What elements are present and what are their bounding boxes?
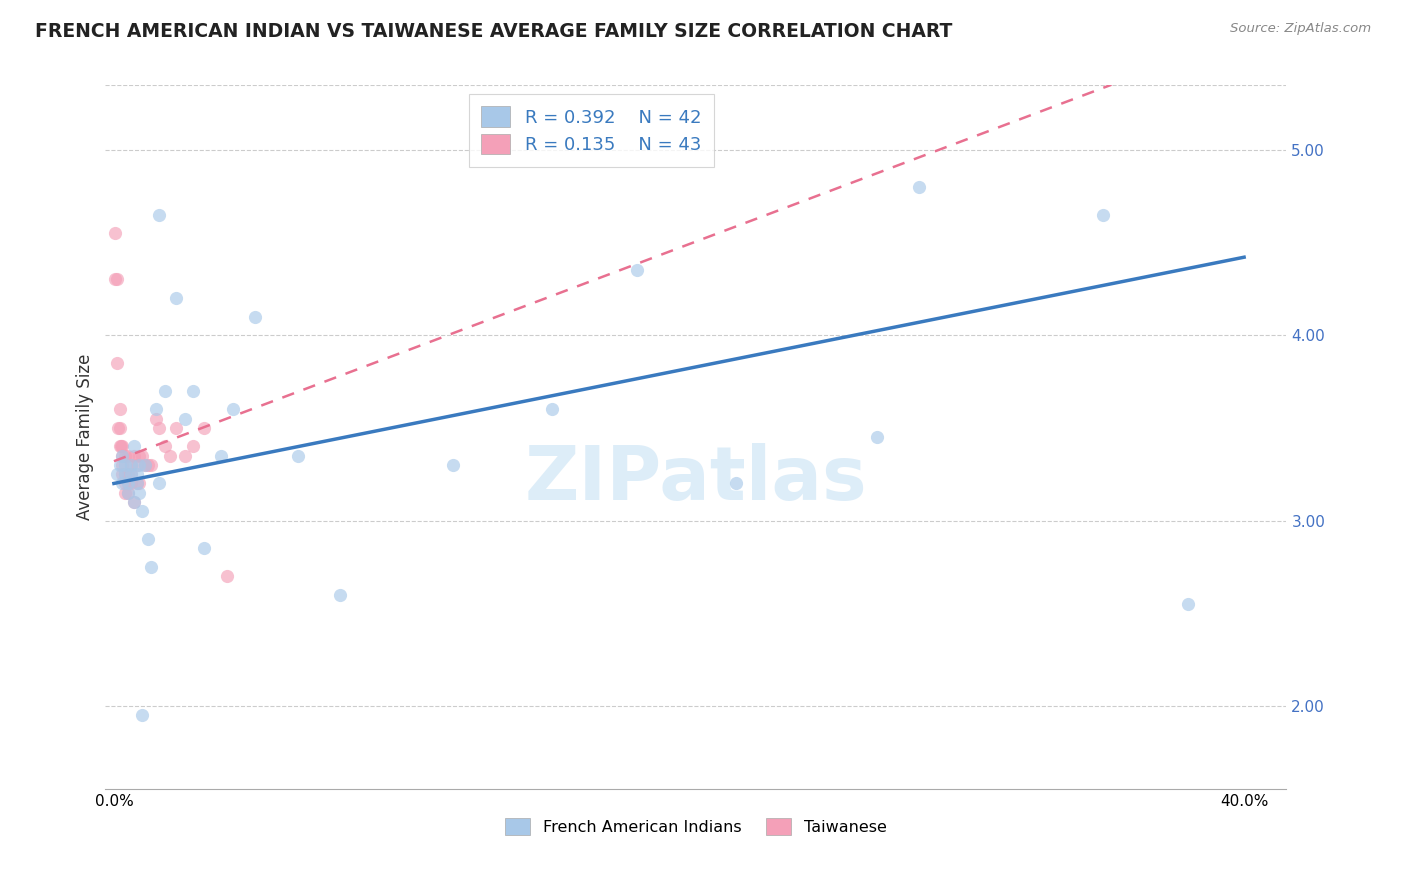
Text: FRENCH AMERICAN INDIAN VS TAIWANESE AVERAGE FAMILY SIZE CORRELATION CHART: FRENCH AMERICAN INDIAN VS TAIWANESE AVER… — [35, 22, 952, 41]
Point — [148, 208, 170, 222]
Point — [173, 411, 195, 425]
Point — [107, 421, 129, 435]
Point — [128, 458, 150, 472]
Point — [125, 476, 148, 491]
Point — [111, 439, 134, 453]
Point — [108, 458, 131, 472]
Point — [122, 495, 145, 509]
Text: ZIPatlas: ZIPatlas — [524, 442, 868, 516]
Point — [111, 449, 134, 463]
Point — [117, 485, 139, 500]
Point — [111, 476, 134, 491]
Point — [134, 458, 156, 472]
Point — [193, 541, 215, 556]
Point — [626, 263, 648, 277]
Point — [139, 560, 162, 574]
Point — [117, 467, 139, 482]
Point — [193, 421, 215, 435]
Point — [209, 449, 232, 463]
Point — [131, 449, 153, 463]
Point — [122, 449, 145, 463]
Point — [110, 439, 132, 453]
Point — [866, 430, 889, 444]
Point — [105, 272, 128, 286]
Point — [128, 485, 150, 500]
Point — [105, 467, 128, 482]
Point — [329, 588, 352, 602]
Point — [104, 226, 127, 240]
Point — [122, 439, 145, 453]
Point — [215, 569, 238, 583]
Point — [120, 467, 142, 482]
Point — [165, 421, 187, 435]
Point — [117, 476, 139, 491]
Point — [134, 458, 156, 472]
Point — [125, 467, 148, 482]
Point — [159, 449, 181, 463]
Point — [120, 467, 142, 482]
Point — [145, 402, 167, 417]
Point — [165, 291, 187, 305]
Point — [181, 384, 204, 398]
Point — [108, 402, 131, 417]
Point — [148, 476, 170, 491]
Point — [125, 458, 148, 472]
Point — [221, 402, 243, 417]
Point — [114, 449, 136, 463]
Point — [1091, 208, 1114, 222]
Point — [136, 532, 159, 546]
Point — [120, 476, 142, 491]
Point — [145, 411, 167, 425]
Point — [136, 458, 159, 472]
Point — [117, 449, 139, 463]
Point — [724, 476, 747, 491]
Point — [908, 179, 931, 194]
Point — [117, 476, 139, 491]
Point — [108, 421, 131, 435]
Point — [111, 458, 134, 472]
Point — [104, 272, 127, 286]
Point — [153, 384, 176, 398]
Point — [1177, 597, 1199, 611]
Point — [181, 439, 204, 453]
Point — [105, 356, 128, 370]
Point — [114, 467, 136, 482]
Point — [108, 439, 131, 453]
Text: Source: ZipAtlas.com: Source: ZipAtlas.com — [1230, 22, 1371, 36]
Point — [131, 504, 153, 518]
Point — [153, 439, 176, 453]
Point — [131, 708, 153, 723]
Y-axis label: Average Family Size: Average Family Size — [76, 354, 94, 520]
Point — [148, 421, 170, 435]
Point — [114, 467, 136, 482]
Point — [128, 449, 150, 463]
Point — [114, 485, 136, 500]
Point — [111, 449, 134, 463]
Point — [139, 458, 162, 472]
Point — [120, 458, 142, 472]
Point — [111, 467, 134, 482]
Point — [120, 458, 142, 472]
Point — [245, 310, 267, 324]
Point — [114, 476, 136, 491]
Point — [441, 458, 464, 472]
Point — [287, 449, 309, 463]
Point — [114, 458, 136, 472]
Point — [173, 449, 195, 463]
Legend: French American Indians, Taiwanese: French American Indians, Taiwanese — [499, 811, 893, 841]
Point — [122, 495, 145, 509]
Point — [128, 476, 150, 491]
Point — [117, 485, 139, 500]
Point — [541, 402, 564, 417]
Point — [125, 476, 148, 491]
